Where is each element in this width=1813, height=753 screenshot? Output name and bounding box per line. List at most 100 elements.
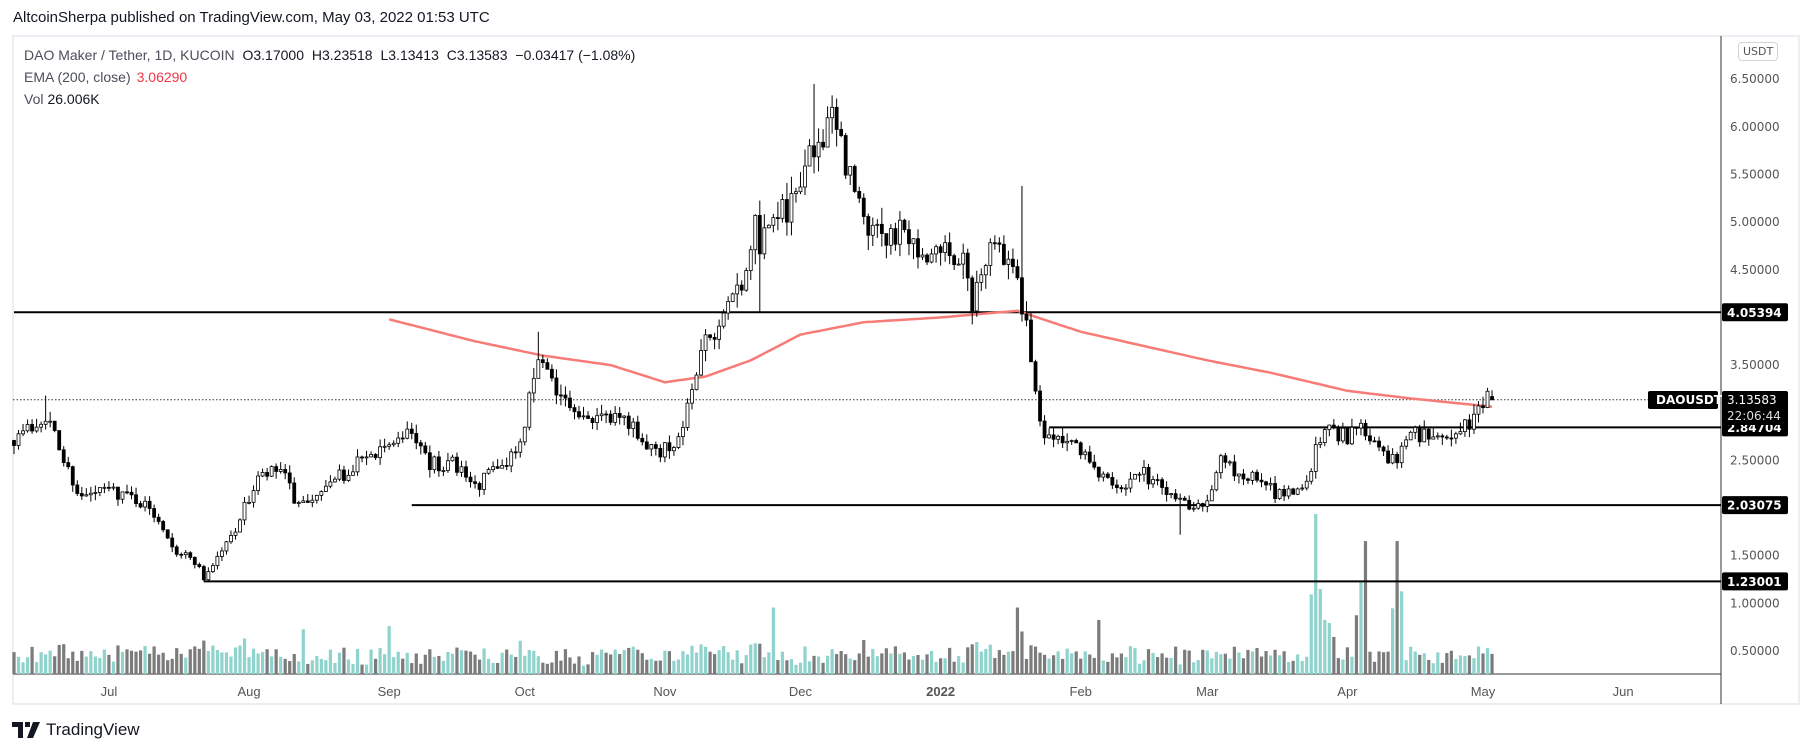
volume-bar xyxy=(229,656,233,674)
symbol-name[interactable]: DAO Maker / Tether, 1D, KUCOIN xyxy=(24,47,235,63)
price-tick-label: 5.00000 xyxy=(1730,215,1780,229)
volume-bar xyxy=(1061,658,1065,674)
candle-up xyxy=(753,214,758,251)
candle-up xyxy=(789,193,794,223)
volume-bar xyxy=(224,652,229,674)
volume-bar xyxy=(12,652,16,674)
legend-ema-row: EMA (200, close) 3.06290 xyxy=(24,66,635,88)
candle-up xyxy=(703,334,708,351)
candle-up xyxy=(1300,487,1305,490)
candle-down xyxy=(907,229,911,245)
candle-up xyxy=(310,499,315,503)
volume-bar xyxy=(432,656,436,674)
volume-bar xyxy=(663,650,667,674)
volume-bar xyxy=(1273,649,1277,674)
volume-bar xyxy=(939,658,943,674)
volume-bar xyxy=(184,657,188,674)
candle-down xyxy=(861,197,866,217)
candle-up xyxy=(1142,466,1146,475)
candle-up xyxy=(446,460,450,471)
candle-up xyxy=(382,445,387,448)
ohlc-open: O3.17000 xyxy=(242,47,304,63)
candle-up xyxy=(983,265,988,276)
volume-bar xyxy=(1223,653,1227,674)
candle-up xyxy=(717,325,722,340)
candle-down xyxy=(839,129,844,136)
volume-bar xyxy=(1151,652,1155,674)
candle-down xyxy=(152,508,157,518)
volume-bar xyxy=(238,645,242,674)
volume-label[interactable]: Vol xyxy=(24,91,44,107)
level-lines xyxy=(14,311,1721,583)
volume-bar xyxy=(1250,651,1255,674)
volume-bar xyxy=(654,660,658,674)
volume-bar xyxy=(148,653,152,674)
candle-up xyxy=(220,550,224,557)
candle-up xyxy=(595,415,599,423)
volume-bar xyxy=(627,647,631,674)
candle-up xyxy=(346,474,351,481)
candle-up xyxy=(888,228,893,246)
candle-up xyxy=(1083,451,1088,456)
volume-bar xyxy=(1323,619,1327,674)
volume-bar xyxy=(89,651,93,674)
volume-bar xyxy=(812,655,816,674)
volume-bar xyxy=(871,649,875,674)
volume-bar xyxy=(202,640,206,674)
volume-bar xyxy=(527,649,531,674)
candle-down xyxy=(857,191,862,199)
candle-up xyxy=(229,534,233,543)
candle-down xyxy=(1200,503,1205,507)
candle-up xyxy=(1056,435,1061,440)
volume-bar xyxy=(1440,662,1444,674)
volume-bar xyxy=(1400,591,1404,674)
candle-up xyxy=(662,442,667,458)
volume-bar xyxy=(378,647,382,674)
level-tag-label: 4.05394 xyxy=(1727,306,1782,320)
candle-down xyxy=(1110,477,1115,486)
candle-down xyxy=(188,552,193,558)
candle-up xyxy=(355,456,360,473)
volume-bar xyxy=(1278,655,1282,674)
volume-bar xyxy=(188,649,192,674)
candle-up xyxy=(337,469,342,480)
candle-down xyxy=(1078,442,1083,456)
volume-bar xyxy=(1404,660,1408,674)
candle-up xyxy=(364,456,369,459)
volume-bar xyxy=(319,658,323,674)
volume-bar xyxy=(364,664,369,674)
volume-bar xyxy=(324,660,328,674)
volume-bar xyxy=(681,651,685,674)
candle-down xyxy=(952,255,957,266)
candle-down xyxy=(1354,426,1359,429)
candle-down xyxy=(1051,434,1056,440)
candle-down xyxy=(1015,266,1020,279)
candle-down xyxy=(116,486,120,500)
volume-bar xyxy=(1020,631,1024,674)
volume-bar xyxy=(75,660,79,674)
volume-bar xyxy=(1065,648,1069,674)
volume-bar xyxy=(102,649,106,674)
volume-bar xyxy=(771,607,775,674)
volume-bar xyxy=(1418,654,1422,674)
volume-bar xyxy=(1490,653,1494,674)
candle-down xyxy=(192,557,197,565)
candle-up xyxy=(1453,433,1458,439)
candle-down xyxy=(400,437,405,440)
volume-bar xyxy=(405,652,409,674)
candle-down xyxy=(1241,473,1246,480)
ema-label[interactable]: EMA (200, close) xyxy=(24,69,131,85)
volume-bar xyxy=(672,660,676,674)
candle-down xyxy=(1029,319,1033,363)
candle-down xyxy=(197,564,202,567)
candle-down xyxy=(170,537,175,548)
candle-up xyxy=(432,456,437,471)
currency-unit-button[interactable]: USDT xyxy=(1738,42,1779,61)
volume-bar xyxy=(1119,653,1123,674)
candle-up xyxy=(323,485,328,492)
candle-down xyxy=(644,441,649,450)
candle-down xyxy=(1182,497,1187,501)
candle-down xyxy=(568,397,572,409)
candle-up xyxy=(721,312,726,327)
